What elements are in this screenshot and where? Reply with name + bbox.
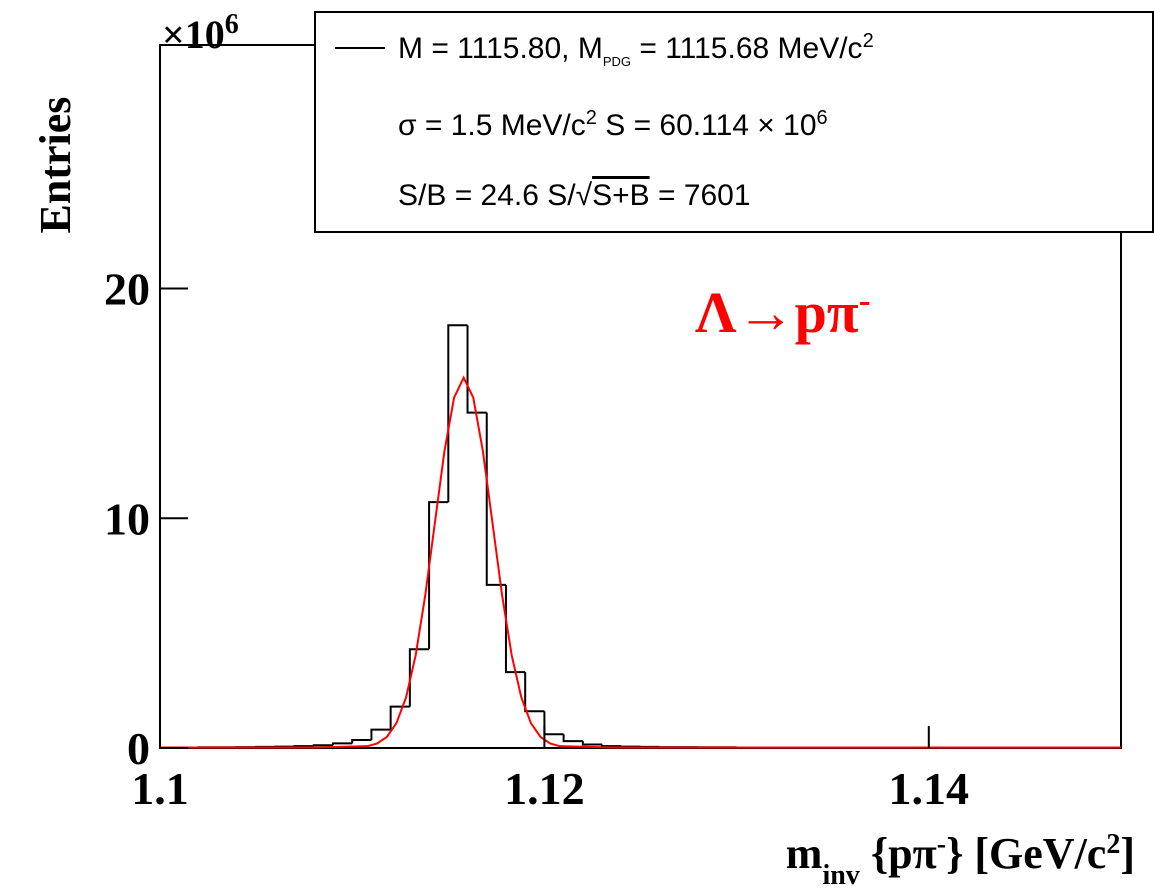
- x-title-sub: inv: [822, 860, 859, 890]
- y-multiplier-exp: 6: [225, 9, 239, 40]
- y-tick-label: 10: [104, 493, 150, 544]
- histogram-bin: [543, 711, 564, 736]
- x-tick-label: 1.1: [131, 763, 189, 814]
- x-tick-label: 1.14: [889, 763, 970, 814]
- x-tick-label: 1.12: [504, 763, 585, 814]
- y-tick-label: 0: [127, 723, 150, 774]
- marks: [159, 324, 1122, 749]
- histogram-bin: [351, 738, 372, 744]
- annotation-text: Λ→pπ: [695, 280, 859, 345]
- annotation-sup: -: [859, 280, 871, 320]
- x-title-sup: 2: [1106, 829, 1120, 860]
- histogram-bin: [312, 744, 333, 747]
- y-multiplier: ×106: [162, 9, 239, 58]
- histogram-bin: [485, 412, 506, 586]
- legend-line: M = 1115.80, MPDG = 1115.68 MeV/c2: [398, 30, 874, 69]
- histogram-bin: [408, 648, 430, 707]
- histogram-bin: [428, 501, 449, 650]
- histogram-bin: [581, 741, 603, 746]
- y-tick-label: 20: [104, 264, 150, 315]
- legend-text: = 7601: [650, 179, 751, 212]
- histogram-bin: [504, 584, 526, 674]
- histogram-bin: [466, 325, 487, 414]
- legend-text: S/B = 24.6 S/√: [398, 179, 593, 212]
- y-multiplier-base: ×10: [162, 12, 225, 57]
- legend-text: S+B: [592, 179, 650, 212]
- x-title-part: } [GeV/c: [946, 829, 1106, 878]
- legend-sub: PDG: [603, 54, 631, 69]
- x-title-part: {pπ: [860, 829, 937, 878]
- legend-sup: 2: [863, 30, 874, 52]
- y-axis-title: Entries: [31, 97, 80, 234]
- histogram-bin: [370, 728, 391, 740]
- legend-text: S = 60.114 × 10: [597, 109, 817, 142]
- x-title-sup: -: [937, 829, 946, 860]
- x-title-part: ]: [1120, 829, 1135, 878]
- legend-box: [314, 11, 1154, 233]
- histogram-bin: [601, 744, 622, 748]
- legend-line: σ = 1.5 MeV/c2 S = 60.114 × 106: [398, 107, 828, 142]
- legend-sup: 6: [817, 107, 828, 129]
- legend-text: = 1115.68 MeV/c: [631, 32, 863, 65]
- legend-text: M = 1115.80, M: [398, 32, 603, 65]
- histogram-bin: [447, 324, 468, 503]
- histogram-bin: [331, 742, 353, 746]
- histogram-bin: [562, 734, 583, 743]
- legend-sup: 2: [586, 107, 597, 129]
- histogram-bin: [524, 672, 545, 713]
- annotation: Λ→pπ-: [695, 280, 871, 345]
- x-axis-title: minv {pπ-} [GeV/c2]: [786, 829, 1135, 890]
- fit-curve: [160, 375, 1121, 749]
- x-title-part: m: [786, 829, 823, 878]
- legend-line: S/B = 24.6 S/√S+B = 7601: [398, 179, 751, 212]
- legend-text: σ = 1.5 MeV/c: [398, 109, 586, 142]
